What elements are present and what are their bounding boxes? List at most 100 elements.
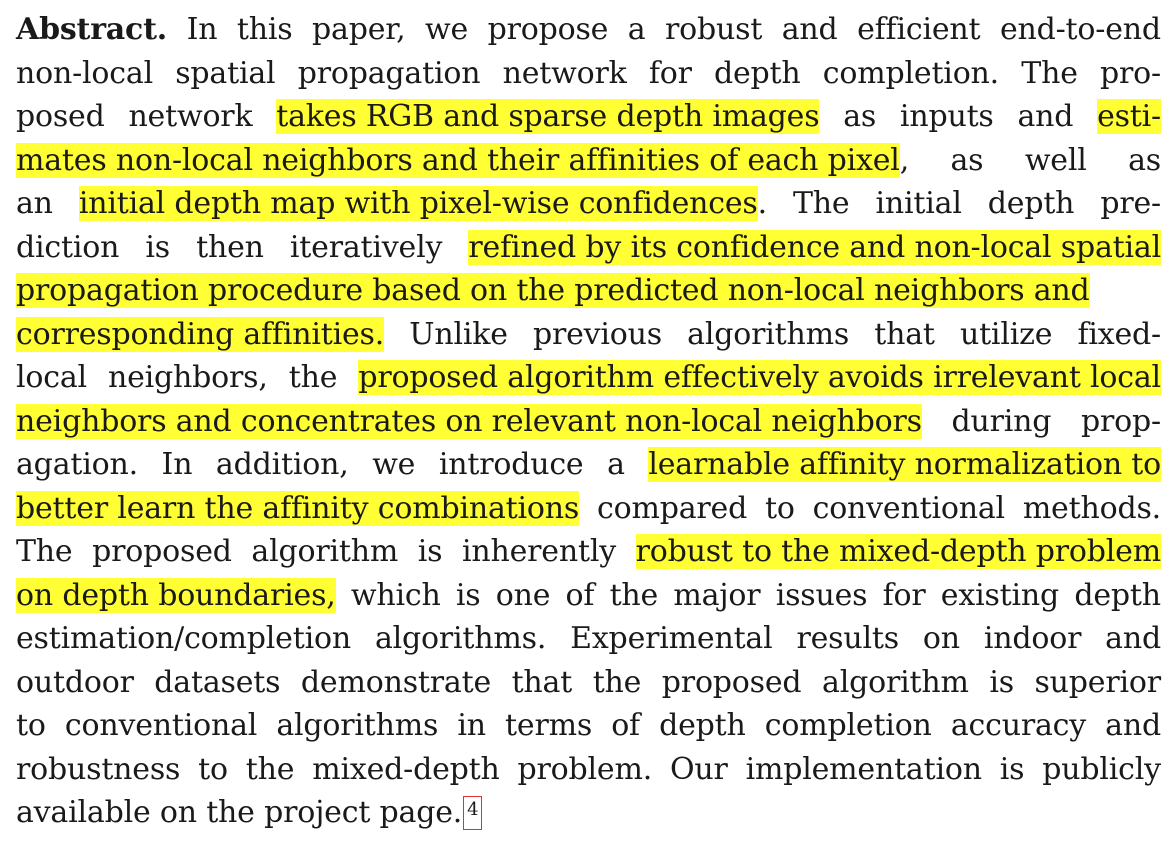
abstract-word: that <box>512 661 573 705</box>
abstract-word: the <box>246 748 295 792</box>
abstract-word: as <box>950 139 983 183</box>
abstract-word: learnable affinity normalization to <box>648 443 1161 487</box>
abstract-text: is <box>999 751 1025 787</box>
abstract-text: addition, <box>215 447 349 482</box>
abstract-text: The <box>1021 55 1078 91</box>
abstract-line: available on the project page. 4 <box>16 791 1161 835</box>
highlighted-phrase: neighbors and concentrates on relevant n… <box>16 403 922 439</box>
abstract-word: to <box>16 704 46 748</box>
abstract-text: accuracy <box>950 708 1087 743</box>
abstract-word: is <box>456 574 481 618</box>
abstract-word: local <box>16 356 87 400</box>
abstract-text: indoor <box>983 621 1082 656</box>
abstract-line: neighbors and concentrates on relevant n… <box>16 400 1161 444</box>
abstract-text: utilize <box>959 316 1053 352</box>
highlighted-phrase: robust to the mixed-depth problem <box>635 534 1161 569</box>
abstract-word: addition, <box>216 443 349 487</box>
abstract-text: and <box>1105 621 1161 656</box>
abstract-word: superior <box>1034 661 1161 705</box>
abstract-text: estimation/completion <box>16 621 351 656</box>
abstract-word: to <box>765 487 795 531</box>
abstract-word: is <box>989 661 1014 705</box>
abstract-text: spatial <box>175 55 276 91</box>
abstract-text: and <box>1105 708 1161 743</box>
abstract-line: local neighbors, the proposed algorithm eff… <box>16 356 1161 400</box>
abstract-word: takes RGB and sparse depth images <box>276 95 820 139</box>
abstract-word: Our <box>670 748 728 792</box>
abstract-word: algorithm <box>251 530 398 574</box>
abstract-text: one <box>495 577 551 613</box>
abstract-text: non-local <box>16 55 153 91</box>
abstract-word: the <box>289 356 338 400</box>
abstract-word: proposed algorithm effectively avoids ir… <box>358 356 1161 400</box>
abstract-word: an <box>16 182 53 226</box>
abstract-word: a <box>607 443 625 487</box>
abstract-text: to <box>764 490 795 526</box>
abstract-word: proposed <box>92 530 232 574</box>
abstract-text: Unlike <box>409 316 508 352</box>
abstract-text: In <box>161 447 193 482</box>
abstract-text: proposed <box>661 664 802 700</box>
abstract-text: network <box>502 55 627 91</box>
abstract-text: outdoor <box>16 664 134 700</box>
abstract-text: Our <box>669 751 728 787</box>
abstract-word: of <box>611 704 640 748</box>
abstract-text: major <box>673 577 761 613</box>
abstract-word: network <box>128 95 252 139</box>
abstract-text: is <box>455 577 481 613</box>
abstract-text: network <box>128 99 253 134</box>
abstract-word: algorithms. <box>375 617 546 661</box>
abstract-text: local <box>16 360 87 395</box>
abstract-line: mates non-local neighbors and their affi… <box>16 139 1161 183</box>
abstract-text: propose <box>487 12 609 47</box>
abstract-text: and <box>781 12 838 47</box>
abstract-word: which <box>351 574 441 618</box>
abstract-word: depth <box>714 52 801 96</box>
abstract-text: publicly <box>1042 751 1161 787</box>
abstract-word: diction <box>16 226 119 270</box>
footnote-link[interactable]: 4 <box>463 796 483 830</box>
abstract-word: to <box>198 748 228 792</box>
abstract-word: algorithms <box>687 313 849 357</box>
abstract-word: spatial <box>175 52 275 96</box>
abstract-word: refined by its confidence and non-local … <box>468 226 1161 270</box>
abstract-line: The proposed algorithm is inherently robust t… <box>16 530 1161 574</box>
highlighted-phrase: refined by its confidence and non-local … <box>468 229 1161 265</box>
abstract-text: on <box>922 621 960 656</box>
abstract-word: previous <box>533 313 662 357</box>
abstract-word: The <box>1021 52 1078 96</box>
abstract-text: is <box>417 534 443 569</box>
abstract-text: to <box>16 708 46 743</box>
abstract-word: Abstract. <box>16 8 167 52</box>
abstract-line: to conventional algorithms in terms of depth co… <box>16 704 1161 748</box>
abstract-word: accuracy <box>951 704 1086 748</box>
abstract-word: Unlike <box>409 313 508 357</box>
abstract-text: inherently <box>461 534 616 569</box>
abstract-word: posed <box>16 95 105 139</box>
abstract-text: paper, <box>312 12 406 47</box>
abstract-text: terms <box>505 708 593 743</box>
abstract-text: this <box>236 12 293 47</box>
abstract-text: that <box>511 664 573 700</box>
abstract-text: agation. <box>16 447 138 482</box>
abstract-text: depth <box>1074 577 1161 613</box>
abstract-word: depth <box>659 704 746 748</box>
abstract-text: previous <box>532 316 662 352</box>
highlighted-phrase: takes RGB and sparse depth images <box>276 99 820 134</box>
abstract-word: mixed-depth <box>312 748 500 792</box>
highlighted-phrase: better learn the affinity combinations <box>16 490 580 526</box>
abstract-line: propagation procedure based on the predi… <box>16 269 1161 313</box>
abstract-word: The <box>793 182 850 226</box>
abstract-line: outdoor datasets demonstrate that the propose… <box>16 661 1161 705</box>
abstract-word: paper, <box>312 8 406 52</box>
abstract-line: diction is then iteratively refined by its c… <box>16 226 1161 270</box>
abstract-text: pro- <box>1100 55 1161 91</box>
abstract-text: issues <box>775 577 868 613</box>
abstract-word: corresponding affinities. <box>16 313 384 357</box>
abstract-word: as <box>1128 139 1161 183</box>
abstract-text: a <box>627 12 646 47</box>
abstract-text: depth <box>987 186 1075 221</box>
abstract-word: in <box>457 704 486 748</box>
abstract-text: results <box>796 621 899 656</box>
abstract-text: a <box>607 447 625 482</box>
